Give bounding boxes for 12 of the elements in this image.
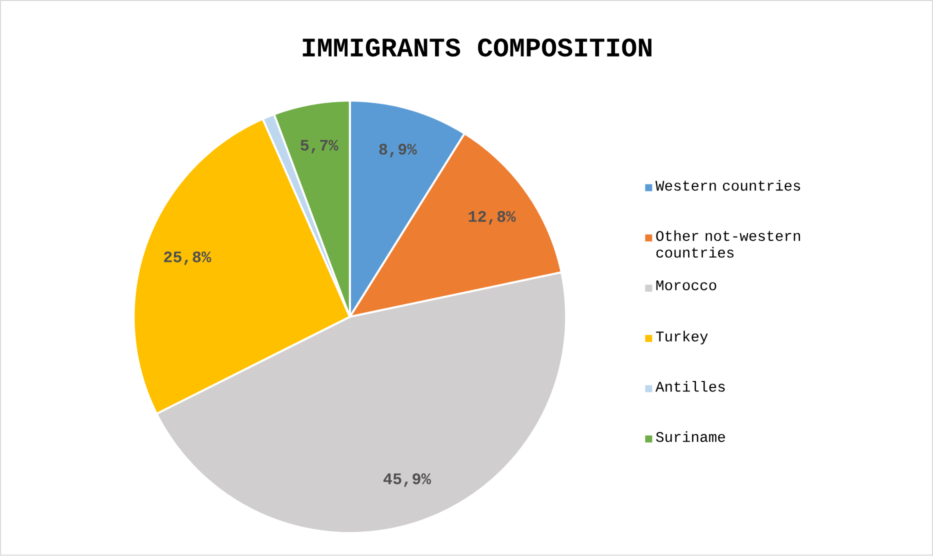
data-label: 12,8% — [468, 211, 516, 225]
legend-label: Morocco — [656, 280, 716, 290]
legend-label: Western countries — [655, 180, 800, 191]
data-label: 25,8% — [164, 252, 212, 266]
legend-label: Other not-western countries — [656, 230, 800, 258]
data-label: 45,9% — [383, 474, 431, 488]
legend-label: Turkey — [656, 330, 708, 345]
legend-label: Suriname — [656, 431, 725, 442]
data-label: 8,9% — [379, 144, 417, 158]
data-label: 5,7% — [300, 140, 338, 154]
chart-title: IMMIGRANTS COMPOSITION — [302, 38, 652, 57]
legend-label: Antilles — [655, 381, 725, 392]
